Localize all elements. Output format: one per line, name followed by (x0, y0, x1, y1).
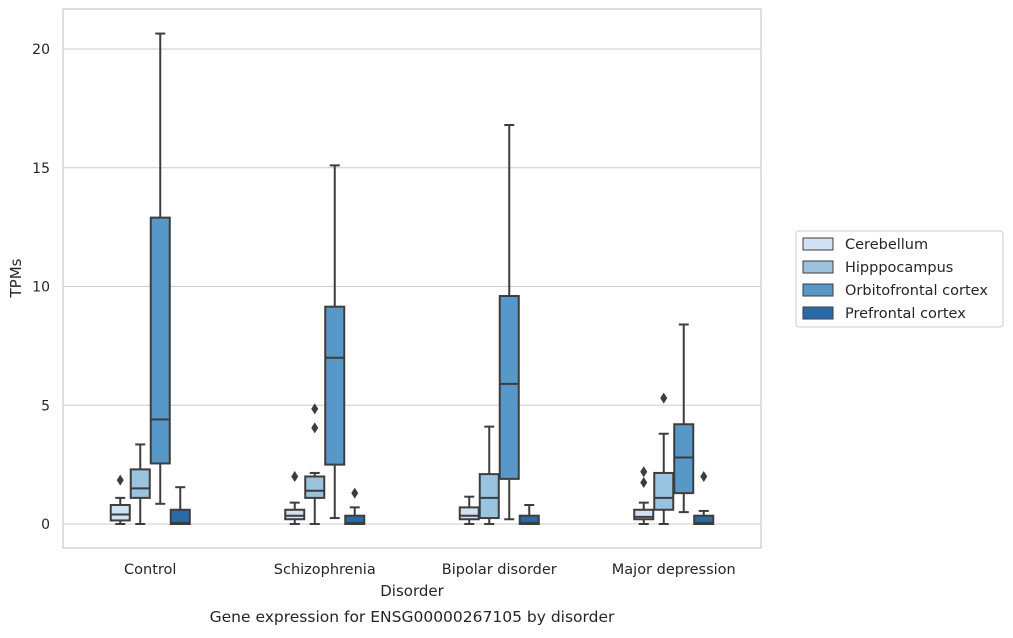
y-axis-label: TPMs (7, 258, 25, 298)
box-group (304, 403, 326, 525)
box (169, 508, 191, 525)
box (653, 471, 675, 511)
outlier-point (660, 392, 668, 404)
legend-swatch (802, 237, 834, 251)
box (673, 423, 695, 495)
y-tick-label: 10 (32, 280, 50, 296)
x-axis-label: Disorder (380, 582, 444, 600)
box-group (149, 32, 171, 505)
box (129, 468, 151, 499)
legend-label: Orbitofrontal cortex (845, 283, 988, 299)
outlier-point (311, 403, 319, 415)
legend-swatch (802, 283, 834, 297)
box (458, 506, 480, 521)
box (324, 305, 346, 466)
box-group (498, 124, 520, 521)
outlier-point (291, 471, 299, 482)
box (518, 514, 540, 525)
legend-swatch (802, 260, 834, 274)
box (633, 508, 655, 521)
box (344, 514, 366, 525)
box-group (458, 495, 480, 525)
y-tick-label: 20 (32, 42, 50, 58)
box-group (344, 487, 366, 525)
box-group (109, 474, 131, 525)
box-group (653, 392, 675, 525)
x-tick-labels: Control Schizophrenia Bipolar disorder Majo… (124, 562, 736, 578)
y-tick-labels: 0 5 10 15 20 (32, 42, 50, 533)
x-tick-label: Major depression (612, 562, 736, 578)
box (304, 475, 326, 499)
legend-swatch (802, 306, 834, 320)
legend-items: Cerebellum Hipppocampus Orbitofrontal cort… (802, 237, 988, 322)
y-tick-label: 15 (32, 161, 50, 177)
box (498, 295, 520, 480)
box-group (129, 443, 151, 525)
box-group (693, 471, 715, 525)
legend: Cerebellum Hipppocampus Orbitofrontal cort… (795, 230, 1004, 328)
box-group (478, 425, 500, 525)
x-tick-label: Schizophrenia (274, 562, 376, 578)
boxes-layer (109, 32, 715, 525)
box-group (518, 504, 540, 525)
legend-frame (795, 230, 1004, 328)
box (149, 216, 171, 465)
legend-label: Cerebellum (845, 237, 928, 253)
outlier-point (640, 466, 648, 478)
box-group (324, 164, 346, 520)
x-tick-label: Bipolar disorder (442, 562, 557, 578)
box-group (284, 471, 306, 525)
x-tick-label: Control (124, 562, 176, 578)
legend-label: Hipppocampus (845, 260, 953, 276)
y-tick-label: 5 (41, 398, 50, 414)
outlier-point (311, 422, 319, 434)
box-group (169, 486, 191, 525)
outlier-point (116, 474, 124, 486)
box (109, 504, 131, 522)
legend-label: Prefrontal cortex (845, 306, 966, 322)
box-group (633, 466, 655, 525)
box (693, 514, 715, 525)
box-group (673, 323, 695, 514)
plot-area-frame (62, 8, 762, 549)
box (284, 508, 306, 521)
figure-caption: Gene expression for ENSG00000267105 by d… (210, 608, 615, 626)
outlier-point (351, 487, 359, 499)
outlier-point (640, 476, 648, 488)
box (478, 473, 500, 520)
y-tick-label: 0 (41, 517, 50, 533)
outlier-point (700, 471, 708, 482)
